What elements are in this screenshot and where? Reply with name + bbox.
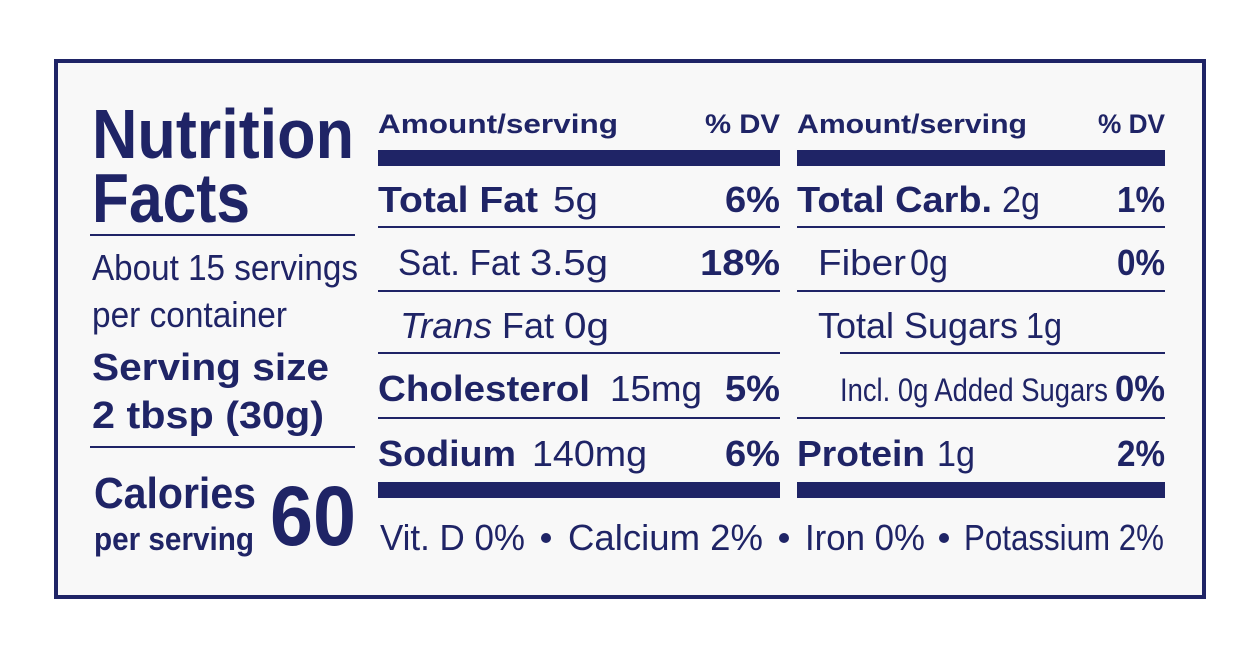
nutrient-dv: 2% xyxy=(1117,433,1165,474)
nutrient-label: Sodium xyxy=(378,433,516,474)
nutrient-amount: 15mg xyxy=(610,368,702,409)
title: Nutrition xyxy=(92,95,354,173)
nutrient-label: Trans xyxy=(400,305,492,346)
nutrient-dv: 0% xyxy=(1115,368,1165,409)
nutrient-dv: 18% xyxy=(700,242,780,283)
serving-size-value: 2 tbsp (30g) xyxy=(92,395,324,437)
thick-bar xyxy=(378,150,780,166)
nutrient-dv: 5% xyxy=(725,368,780,409)
footer-item: Iron 0% xyxy=(805,517,925,558)
column-header: Amount/serving xyxy=(378,109,618,139)
nutrient-amount: 2g xyxy=(1002,179,1040,220)
footer-item: Potassium 2% xyxy=(964,517,1164,558)
nutrient-amount: 1g xyxy=(1026,305,1062,346)
nutrient-label: Sat. Fat xyxy=(398,242,520,283)
nutrient-amount: 3.5g xyxy=(530,242,608,283)
title: Facts xyxy=(92,159,250,237)
nutrient-label: Total Fat xyxy=(378,179,538,220)
column-header: Amount/serving xyxy=(797,109,1027,139)
nutrient-label: Fat xyxy=(502,305,554,346)
calories-value: 60 xyxy=(270,469,356,563)
nutrient-amount: 1g xyxy=(937,433,975,474)
nutrient-label: Protein xyxy=(797,433,925,474)
column-header: % DV xyxy=(1098,109,1165,139)
nutrient-label: Cholesterol xyxy=(378,368,590,409)
nutrient-label: Total Carb. xyxy=(797,179,992,220)
nutrient-amount: 140mg xyxy=(532,433,647,474)
nutrient-dv: 0% xyxy=(1117,242,1165,283)
thick-bar xyxy=(797,150,1165,166)
servings: About 15 servings xyxy=(92,247,358,288)
nutrient-amount: 5g xyxy=(553,179,598,220)
nutrient-amount: 0g xyxy=(910,242,948,283)
calories-label: Calories xyxy=(94,469,256,518)
nutrient-label: Total Sugars xyxy=(818,305,1018,346)
bullet xyxy=(939,533,949,543)
bullet xyxy=(779,533,789,543)
nutrient-label: Fiber xyxy=(818,242,906,283)
nutrient-dv: 1% xyxy=(1117,179,1165,220)
nutrient-amount: 0g xyxy=(564,305,609,346)
footer-item: Calcium 2% xyxy=(568,517,763,558)
servings: per container xyxy=(92,294,287,335)
column-header: % DV xyxy=(705,109,780,139)
nutrient-dv: 6% xyxy=(725,179,780,220)
calories-sublabel: per serving xyxy=(94,521,254,557)
bullet xyxy=(541,533,551,543)
nutrient-label: Incl. 0g Added Sugars xyxy=(840,372,1108,408)
thick-bar xyxy=(378,482,780,498)
nutrient-dv: 6% xyxy=(725,433,780,474)
footer-item: Vit. D 0% xyxy=(380,517,525,558)
serving-size-label: Serving size xyxy=(92,347,329,389)
thick-bar xyxy=(797,482,1165,498)
